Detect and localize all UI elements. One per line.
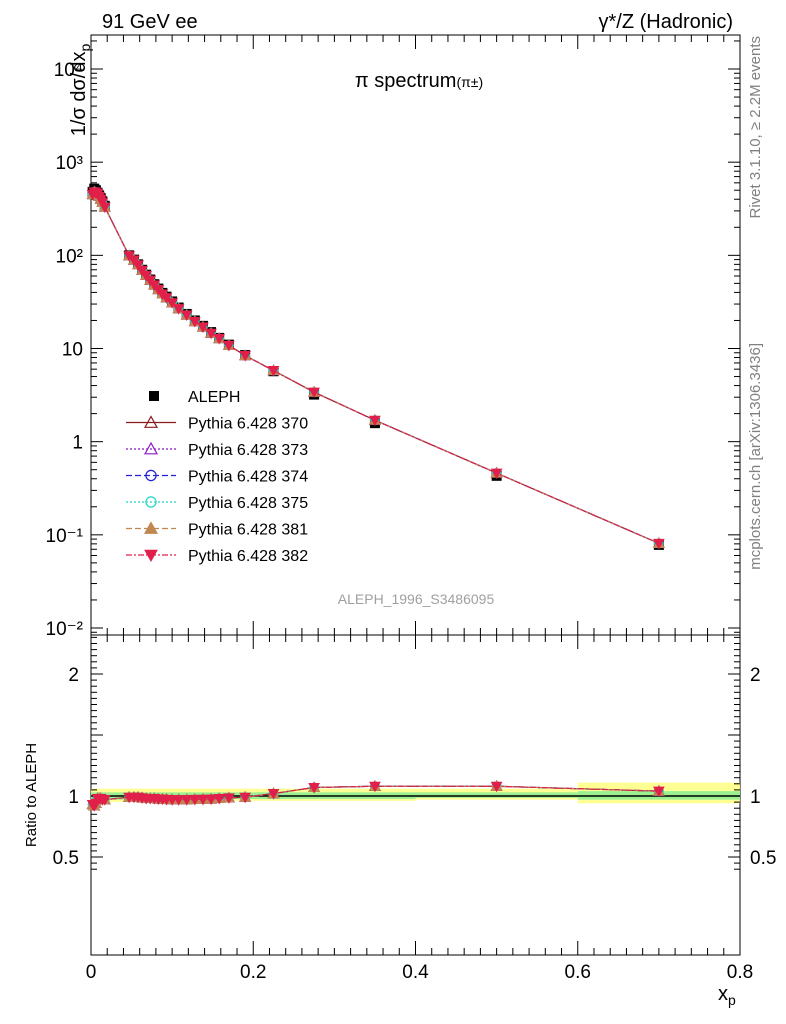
ratio-series-group: [86, 780, 665, 812]
band-green: [415, 792, 578, 798]
ratio-y-axis-ticks: [91, 636, 740, 870]
data-point-mc: [197, 322, 209, 334]
x-tick-label: 0.4: [402, 962, 429, 983]
main-y-axis-label: 1/σ dσ/dxp: [68, 44, 93, 137]
header-energy-label: 91 GeV ee: [102, 11, 198, 33]
data-point-mc: [205, 328, 217, 340]
ratio-point: [188, 794, 201, 806]
ratio-point: [490, 781, 503, 793]
ratio-point: [267, 789, 280, 800]
legend-marker: [144, 549, 158, 563]
x-tick-label: 0.2: [240, 962, 266, 983]
data-point-mc: [98, 202, 111, 214]
legend-marker: [145, 469, 157, 482]
legend-marker: [145, 496, 157, 508]
ratio-y-tick-label: 0.5: [53, 848, 79, 869]
main-y-axis-label-text: 1/σ dσ/dx: [68, 52, 90, 137]
data-point-mc: [180, 310, 193, 322]
ratio-point: [98, 795, 111, 806]
header-process-label: γ*/Z (Hadronic): [599, 11, 733, 33]
main-y-tick-label: 10⁴: [54, 60, 83, 81]
chart-title: π spectrum(π±): [355, 70, 483, 92]
main-plot-frame: [90, 34, 741, 636]
main-series-group: [86, 183, 665, 550]
legend-label: Pythia 6.428 374: [188, 469, 308, 486]
legend-marker: [143, 521, 159, 534]
x-tick-label: 0: [86, 962, 97, 983]
legend-marker: [149, 391, 159, 401]
ratio-y-axis-label: Ratio to ALEPH: [23, 743, 40, 847]
data-point-mc: [166, 298, 178, 309]
chart-title-main: π spectrum: [355, 70, 457, 92]
analysis-watermark: ALEPH_1996_S3486095: [338, 591, 495, 607]
ratio-point: [213, 793, 226, 805]
data-point-mc: [239, 351, 251, 362]
series-line: [92, 191, 660, 544]
legend-label: Pythia 6.428 373: [188, 442, 308, 459]
main-y-tick-label: 10⁻¹: [46, 526, 84, 547]
mcplots-label: mcplots.cern.ch [arXiv:1306.3436]: [747, 343, 764, 570]
ratio-point: [239, 792, 251, 804]
chart-title-sub: (π±): [456, 74, 483, 90]
data-point-mc: [308, 387, 320, 399]
data-point-mc: [369, 415, 381, 427]
x-axis-tick-labels: 0 0.2 0.4 0.6 0.8: [86, 962, 754, 983]
data-point-mc: [490, 468, 503, 480]
ratio-y-axis-tick-labels: 0.5 0.5 1 1 2 2: [53, 665, 777, 869]
series-line: [92, 191, 660, 544]
main-y-tick-label: 10³: [56, 153, 83, 174]
main-y-axis-ticks: [91, 40, 740, 633]
series-line: [92, 191, 660, 544]
ratio-y-tick-label: 1: [68, 787, 79, 808]
data-point-mc: [213, 334, 226, 345]
series-line: [92, 191, 660, 544]
data-point-mc: [267, 366, 280, 377]
ratio-point: [308, 782, 320, 794]
ratio-point: [653, 786, 665, 798]
x-axis-label-text: x: [718, 983, 728, 1005]
legend-label: Pythia 6.428 375: [188, 495, 308, 512]
main-y-tick-label: 10⁻²: [46, 619, 84, 640]
x-tick-label: 0.8: [727, 962, 753, 983]
ratio-y-tick-label-right: 0.5: [750, 848, 776, 869]
x-axis-label: xp: [718, 983, 736, 1008]
legend-marker: [143, 415, 159, 428]
ratio-point: [369, 781, 381, 793]
series-line: [92, 191, 660, 544]
series-line: [92, 191, 660, 544]
data-point-mc: [188, 316, 201, 328]
main-y-tick-label: 10: [62, 340, 83, 361]
main-y-tick-label: 10²: [56, 246, 83, 267]
legend-label: Pythia 6.428 370: [188, 416, 308, 433]
ratio-point: [205, 794, 217, 806]
ratio-y-tick-label-right: 1: [750, 787, 761, 808]
rivet-version-label: Rivet 3.1.10, ≥ 2.2M events: [747, 36, 764, 219]
ratio-point: [180, 795, 193, 806]
legend-marker: [143, 441, 159, 455]
ratio-y-tick-label-right: 2: [750, 665, 761, 686]
x-axis-label-subscript: p: [728, 992, 736, 1008]
main-y-axis-tick-labels: 10⁻² 10⁻¹ 1 10 10² 10³ 10⁴: [46, 60, 84, 640]
ratio-point: [172, 795, 185, 806]
main-y-axis-label-subscript: p: [77, 44, 93, 52]
main-y-tick-label: 1: [72, 433, 83, 454]
ratio-y-tick-label: 2: [68, 665, 79, 686]
legend-label: ALEPH: [188, 389, 240, 406]
legend-label: Pythia 6.428 382: [188, 548, 308, 565]
ratio-point: [197, 794, 209, 806]
x-tick-label: 0.6: [565, 962, 591, 983]
legend: ALEPH Pythia 6.428 370 Pythia 6.428 373 Pyt…: [126, 389, 308, 565]
legend-label: Pythia 6.428 381: [188, 522, 308, 539]
x-axis-ticks: [90, 35, 741, 955]
data-point-mc: [653, 538, 665, 550]
data-point-mc: [223, 340, 235, 352]
ratio-point: [223, 793, 235, 804]
data-point-mc: [132, 260, 144, 271]
data-point-mc: [172, 304, 185, 315]
